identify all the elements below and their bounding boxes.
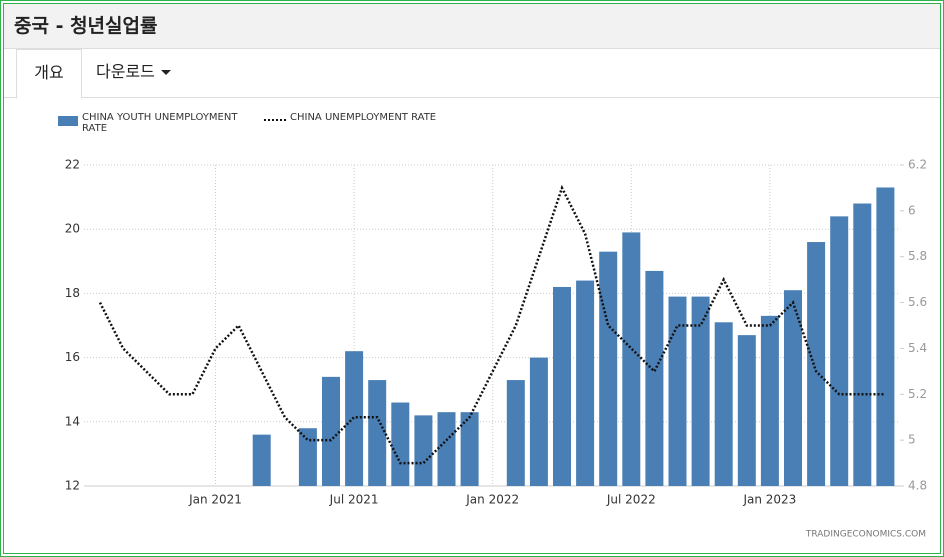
bar [391, 402, 410, 486]
bar [714, 322, 733, 486]
bar [437, 412, 456, 486]
legend-swatch [264, 119, 286, 121]
legend-label: CHINA YOUTH UNEMPLOYMENT RATE [82, 112, 238, 134]
bar [529, 357, 548, 486]
chart: 12 14 16 18 20 22 4.8 5 5.2 5.4 5.6 5.8 6 6.2 Jan 2021… [65, 158, 927, 540]
bar [553, 286, 571, 486]
tab[interactable]: 다운로드 [96, 49, 172, 97]
y-tick-label: 20 [65, 222, 80, 236]
bar [298, 428, 317, 486]
bar [737, 335, 756, 486]
bar [784, 290, 802, 486]
bar [599, 251, 618, 486]
y2-tick-label: 5.2 [908, 387, 927, 401]
y2-tick-label: 5.8 [908, 249, 927, 263]
tab[interactable]: 개요 [16, 49, 82, 99]
page-title: 중국 - 청년실업률 [4, 4, 940, 49]
y-tick-label: 12 [65, 479, 80, 493]
bar [853, 203, 872, 486]
legend-item: CHINA UNEMPLOYMENT RATE [264, 112, 490, 123]
y-tick-label: 14 [65, 414, 80, 428]
bar [830, 216, 849, 487]
bar [622, 232, 641, 486]
y2-tick-label: 6 [908, 203, 916, 217]
x-tick-label: Jan 2021 [188, 493, 242, 507]
bar [876, 187, 895, 486]
legend-item: CHINA YOUTH UNEMPLOYMENT RATE [58, 112, 252, 134]
bar [252, 434, 271, 486]
bar [322, 376, 340, 486]
x-tick-label: Jul 2021 [329, 493, 379, 507]
line [98, 184, 886, 465]
legend-label: CHINA UNEMPLOYMENT RATE [290, 112, 437, 123]
y-tick-label: 18 [65, 286, 80, 300]
bar [576, 280, 595, 486]
bar [807, 242, 826, 486]
y2-tick-label: 5.6 [908, 295, 927, 309]
x-tick-label: Jan 2023 [742, 493, 796, 507]
bar [668, 296, 687, 486]
y2-tick-label: 4.8 [908, 479, 927, 493]
x-tick-label: Jan 2022 [465, 493, 519, 507]
legend-swatch [58, 116, 78, 126]
y2-tick-label: 5 [908, 433, 916, 447]
bar [645, 270, 664, 486]
tab-label[interactable]: 다운로드 [96, 62, 155, 81]
bar [368, 380, 387, 486]
y-tick-label: 16 [65, 350, 80, 364]
x-tick-label: Jul 2022 [606, 493, 656, 507]
y-tick-label: 22 [65, 158, 80, 172]
source: TRADINGECONOMICS.COM [805, 530, 926, 540]
y2-tick-label: 5.4 [908, 341, 927, 355]
bar [414, 415, 433, 486]
bar [506, 380, 525, 486]
y2-tick-label: 6.2 [908, 158, 927, 172]
bar [760, 315, 779, 486]
dropdown-arrow[interactable] [160, 67, 172, 77]
bar [460, 412, 479, 486]
bar [691, 296, 710, 486]
tab-bar: 개요 다운로드 [4, 49, 940, 99]
